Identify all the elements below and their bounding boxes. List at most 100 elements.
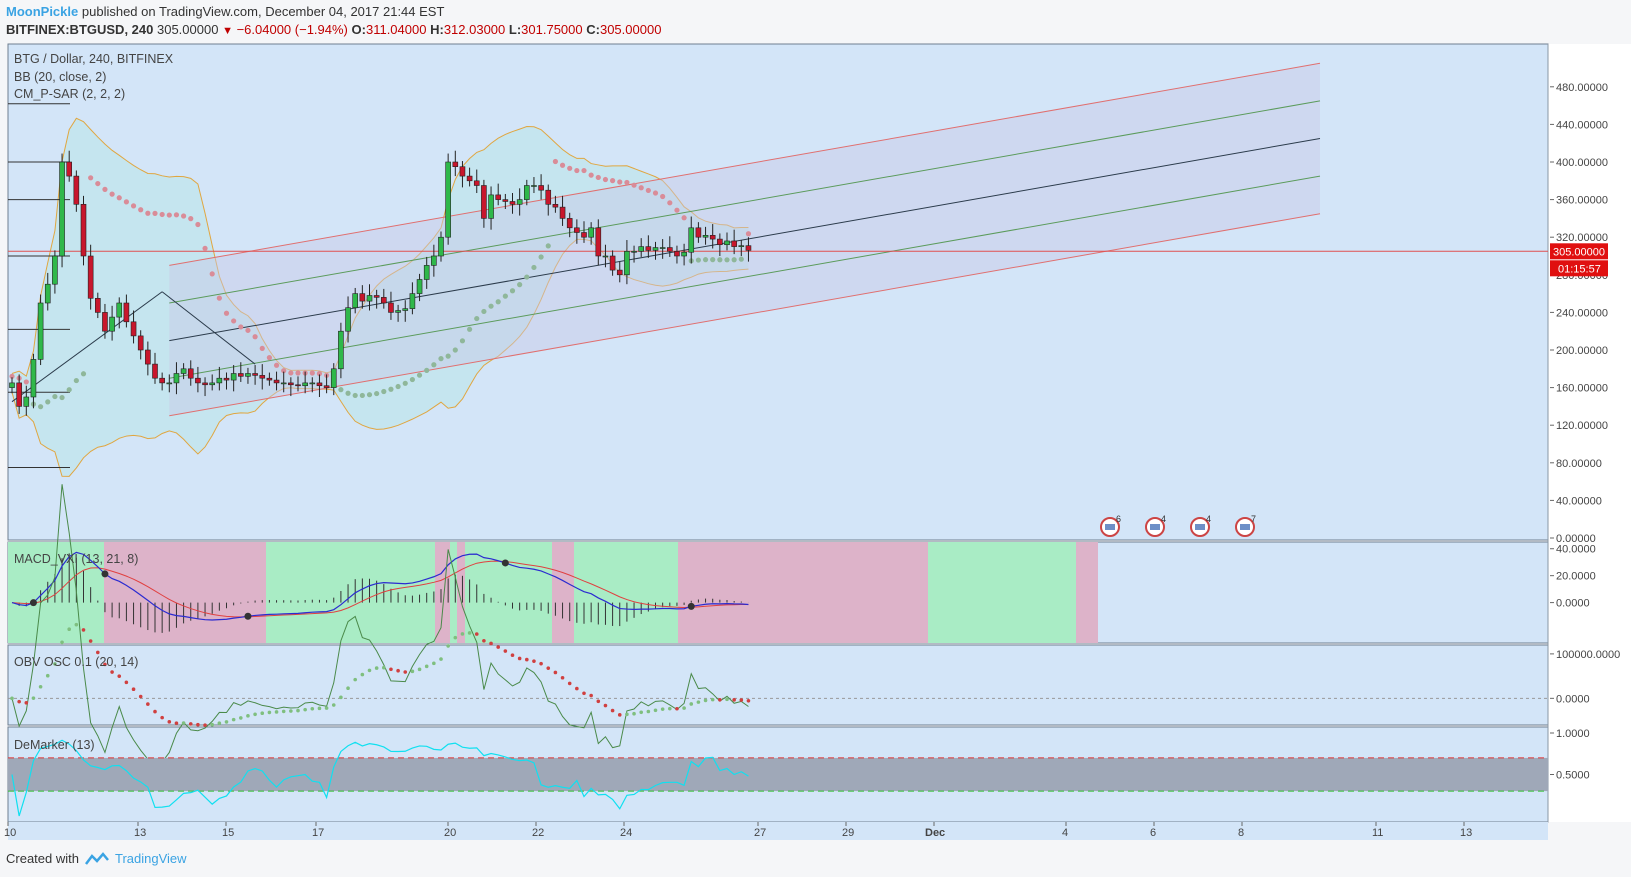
psar-dot [95, 180, 101, 187]
obv-signal-dot [382, 665, 386, 670]
obv-signal-dot [682, 706, 686, 710]
obv-signal-dot [339, 695, 343, 700]
obv-signal-dot [610, 708, 615, 713]
obv-signal-dot [439, 657, 443, 661]
candle [52, 255, 58, 285]
obv-signal-dot [696, 700, 701, 704]
legend-title: BTG / Dollar, 240, BITFINEX [14, 52, 174, 66]
psar-dot [238, 324, 244, 330]
obv-signal-dot [274, 710, 279, 714]
obv-signal-dot [446, 644, 450, 648]
psar-dot [652, 190, 659, 196]
event-count: 4 [1206, 514, 1211, 524]
candle [166, 382, 173, 385]
candle [316, 382, 323, 387]
obv-signal-dot [389, 667, 393, 672]
obv-signal-dot [374, 666, 379, 670]
y-tick-label: 0.0000 [1556, 598, 1590, 610]
macd-cross-dot [501, 559, 509, 567]
psar-dot [517, 282, 523, 288]
obv-signal-dot [45, 673, 50, 678]
candle [373, 295, 380, 298]
macd-zone [450, 542, 457, 643]
obv-signal-dot [403, 670, 408, 674]
macd-cross-dot [101, 570, 109, 578]
psar-dot [138, 207, 144, 213]
candle [702, 235, 709, 238]
psar-dot [188, 216, 194, 222]
psar-dot [159, 211, 165, 218]
obv-signal-dot [138, 694, 143, 699]
candle [717, 238, 723, 246]
candle [531, 185, 537, 187]
candle [30, 359, 37, 398]
obv-signal-dot [489, 641, 493, 646]
candle [416, 279, 423, 294]
low-value: 301.75000 [521, 22, 583, 37]
candle [259, 375, 266, 379]
psar-dot [424, 367, 430, 373]
obv-signal-dot [131, 687, 136, 692]
psar-dot [216, 295, 222, 301]
psar-dot [295, 370, 301, 376]
psar-dot [474, 315, 480, 322]
obv-signal-dot [196, 722, 200, 727]
macd-zone [678, 542, 928, 643]
candle [252, 373, 258, 376]
macd-zone [552, 542, 574, 643]
event-flag-icon [1240, 524, 1250, 530]
obv-signal-dot [24, 700, 29, 705]
obv-signal-dot [725, 697, 729, 702]
obv-signal-dot [396, 668, 400, 673]
psar-dot [467, 326, 473, 332]
psar-dot [259, 345, 265, 352]
footer: Created with TradingView [6, 851, 187, 866]
macd-zone [104, 542, 266, 643]
high-label: H: [430, 22, 444, 37]
candle [445, 161, 451, 238]
obv-signal-dot [503, 649, 508, 653]
obv-signal-dot [474, 632, 479, 636]
candle [516, 199, 523, 205]
obv-signal-dot [103, 662, 107, 667]
psar-dot [445, 353, 451, 359]
legend-macd: MACD_VXI (13, 21, 8) [14, 552, 139, 566]
author-link[interactable]: MoonPickle [6, 4, 79, 19]
candle [659, 247, 666, 249]
obv-signal-dot [60, 640, 64, 645]
candle [137, 335, 144, 351]
psar-dot [660, 193, 666, 200]
obv-signal-dot [718, 698, 722, 702]
last-price: 305.00000 [156, 22, 219, 37]
psar-dot [202, 245, 208, 251]
candle [266, 377, 273, 381]
candle [202, 382, 208, 386]
obv-signal-dot [167, 720, 172, 724]
candle [345, 307, 351, 332]
obv-signal-dot [539, 661, 543, 666]
obv-signal-dot [110, 670, 114, 674]
psar-dot [702, 257, 709, 263]
obv-signal-dot [217, 721, 222, 726]
y-tick-label: 0.5000 [1556, 770, 1590, 782]
candle [159, 377, 165, 384]
price-tag [1550, 243, 1608, 260]
psar-dot [223, 310, 230, 316]
obv-signal-dot [510, 653, 515, 658]
x-tick-label: 4 [1062, 827, 1068, 839]
x-tick-label: 15 [222, 827, 234, 839]
macd-zone [465, 542, 552, 643]
candle [380, 297, 387, 304]
tradingview-link[interactable]: TradingView [114, 851, 187, 866]
psar-dot [166, 212, 172, 218]
x-tick-label: 22 [532, 827, 544, 839]
obv-signal-dot [346, 686, 350, 691]
candle [130, 321, 137, 337]
psar-dot [273, 362, 280, 368]
candle [216, 377, 223, 384]
psar-dot [624, 179, 630, 186]
y-tick-label: 80.00000 [1556, 458, 1602, 470]
psar-dot [66, 387, 72, 393]
obv-signal-dot [281, 709, 286, 714]
